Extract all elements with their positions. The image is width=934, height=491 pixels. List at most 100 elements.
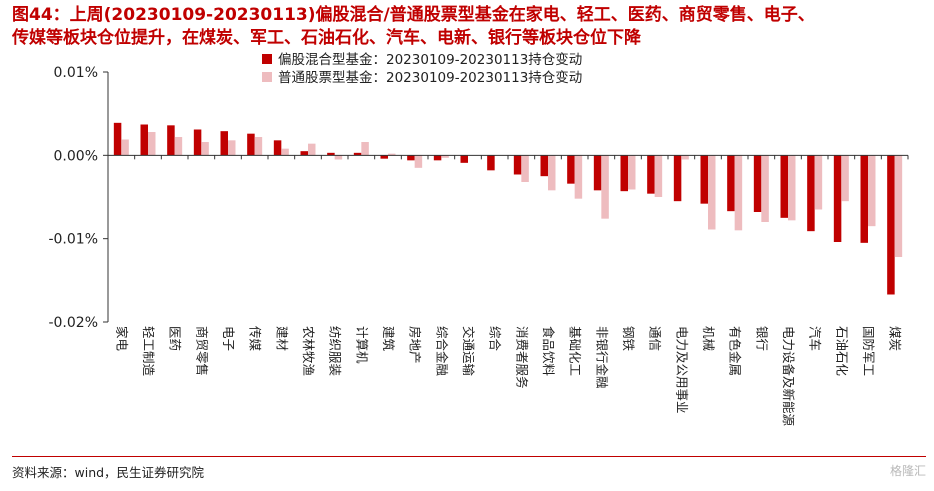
legend-label-1: 偏股混合型基金：20230109-20230113持仓变动 <box>278 52 582 68</box>
bar-series1-25 <box>780 155 788 218</box>
x-tick-label: 房地产 <box>408 326 423 364</box>
bar-series1-8 <box>327 152 335 156</box>
x-tick-label: 电子 <box>221 326 236 351</box>
x-tick-label: 纺织服装 <box>328 326 343 376</box>
bar-series2-19 <box>628 155 636 190</box>
bar-series2-29 <box>894 155 903 257</box>
x-tick-label: 汽车 <box>808 326 823 351</box>
footer-rule <box>12 456 926 457</box>
x-tick-label: 有色金属 <box>728 326 743 376</box>
bar-series2-27 <box>841 155 849 202</box>
bar-series1-13 <box>460 155 468 163</box>
bar-series1-18 <box>593 155 602 191</box>
bar-series2-9 <box>361 142 369 156</box>
x-tick-label: 食品饮料 <box>541 326 556 377</box>
bar-series1-9 <box>353 152 362 156</box>
bar-series2-4 <box>228 140 236 156</box>
x-tick-label: 银行 <box>754 326 769 351</box>
bar-series1-3 <box>193 129 202 156</box>
bar-series1-24 <box>753 155 762 212</box>
x-tick-label: 电力及公用事业 <box>674 326 689 414</box>
bar-series1-20 <box>647 155 655 194</box>
chart-title-line2: 传媒等板块仓位提升，在煤炭、军工、石油石化、汽车、电新、银行等板块仓位下降 <box>12 28 641 48</box>
bar-series2-5 <box>254 137 263 156</box>
bar-series2-0 <box>121 139 129 156</box>
bar-series2-1 <box>148 132 156 156</box>
bar-series1-21 <box>673 155 682 202</box>
x-tick-label: 商贸零售 <box>194 326 209 376</box>
y-tick-label: -0.02% <box>48 315 98 331</box>
bar-series2-18 <box>601 155 609 219</box>
bar-series2-10 <box>388 153 396 156</box>
x-tick-label: 计算机 <box>354 326 369 364</box>
bar-series1-2 <box>167 125 175 156</box>
y-tick-label: 0.00% <box>54 148 98 164</box>
bar-chart: 0.01% 0.00% -0.01% -0.02% 家电 轻工制造 医药 商贸零售 电子 传媒 建材… <box>48 52 909 427</box>
bar-series1-22 <box>700 155 708 204</box>
bar-series2-21 <box>681 155 689 160</box>
bar-series2-22 <box>708 155 716 230</box>
bar-series1-10 <box>380 155 388 159</box>
legend-swatch-1 <box>262 54 272 64</box>
bar-series1-17 <box>567 155 575 184</box>
x-tick-label: 建材 <box>274 326 289 351</box>
bar-series2-2 <box>174 137 183 156</box>
bar-series2-7 <box>308 143 316 156</box>
y-tick-label: -0.01% <box>48 232 98 248</box>
watermark-logo: 格隆汇 <box>889 464 926 478</box>
bar-series1-12 <box>433 155 442 161</box>
x-tick-label: 机械 <box>701 326 716 352</box>
bar-series1-0 <box>113 122 122 156</box>
bar-series2-20 <box>654 155 663 197</box>
bar-series1-16 <box>540 155 548 177</box>
legend-label-2: 普通股票型基金：20230109-20230113持仓变动 <box>278 69 582 86</box>
bar-series2-3 <box>201 142 209 156</box>
x-tick-label: 建筑 <box>381 326 396 352</box>
x-tick-label: 综合金融 <box>434 326 449 377</box>
bar-series2-24 <box>761 155 769 222</box>
x-tick-label: 家电 <box>114 326 129 352</box>
bar-series2-11 <box>414 155 423 168</box>
bar-series2-15 <box>521 155 529 182</box>
bar-series2-8 <box>334 155 343 160</box>
bar-series1-5 <box>247 133 255 156</box>
chart-title: 图44：上周(20230109-20230113)偏股混合/普通股票型基金在家电… <box>12 4 927 50</box>
bar-series1-4 <box>220 131 228 156</box>
bar-series1-29 <box>887 155 895 295</box>
x-tick-label: 电力设备及新能源 <box>781 326 796 427</box>
x-tick-label: 通信 <box>648 326 663 351</box>
legend-swatch-2 <box>262 72 272 82</box>
x-tick-label: 非银行金融 <box>594 326 609 389</box>
plot-area: 0.01% 0.00% -0.01% -0.02% 家电 轻工制造 医药 商贸零售 电子 传媒 建材… <box>48 52 909 427</box>
bar-series1-26 <box>807 155 815 232</box>
x-tick-label: 石油石化 <box>834 326 849 377</box>
bar-series2-25 <box>788 155 796 221</box>
x-tick-label: 轻工制造 <box>141 326 156 377</box>
bar-series1-28 <box>860 155 868 243</box>
bar-series2-12 <box>441 155 449 158</box>
chart-title-line1: 图44：上周(20230109-20230113)偏股混合/普通股票型基金在家电… <box>12 5 815 25</box>
bar-series2-23 <box>734 155 743 231</box>
bar-series1-14 <box>487 155 495 171</box>
bar-series2-6 <box>281 148 289 156</box>
bar-series2-17 <box>574 155 583 199</box>
x-tick-label: 医药 <box>168 326 183 351</box>
bar-series2-26 <box>814 155 823 210</box>
x-tick-label: 煤炭 <box>888 326 903 351</box>
x-tick-label: 基础化工 <box>568 326 583 376</box>
bar-series1-7 <box>300 151 308 156</box>
bar-series2-28 <box>868 155 876 227</box>
bar-series2-16 <box>548 155 556 191</box>
bar-series1-19 <box>620 155 628 192</box>
bar-series1-6 <box>273 140 282 156</box>
x-tick-label: 传媒 <box>248 326 263 352</box>
y-tick-label: 0.01% <box>54 65 98 81</box>
x-tick-label: 钢铁 <box>621 326 636 352</box>
x-tick-label: 国防军工 <box>861 326 876 376</box>
x-tick-label: 交通运输 <box>461 326 476 377</box>
x-tick-label: 综合 <box>488 326 503 352</box>
bar-series1-15 <box>513 155 522 175</box>
x-tick-label: 消费者服务 <box>514 326 529 389</box>
bar-series1-1 <box>140 124 148 156</box>
bar-series1-27 <box>833 155 842 242</box>
